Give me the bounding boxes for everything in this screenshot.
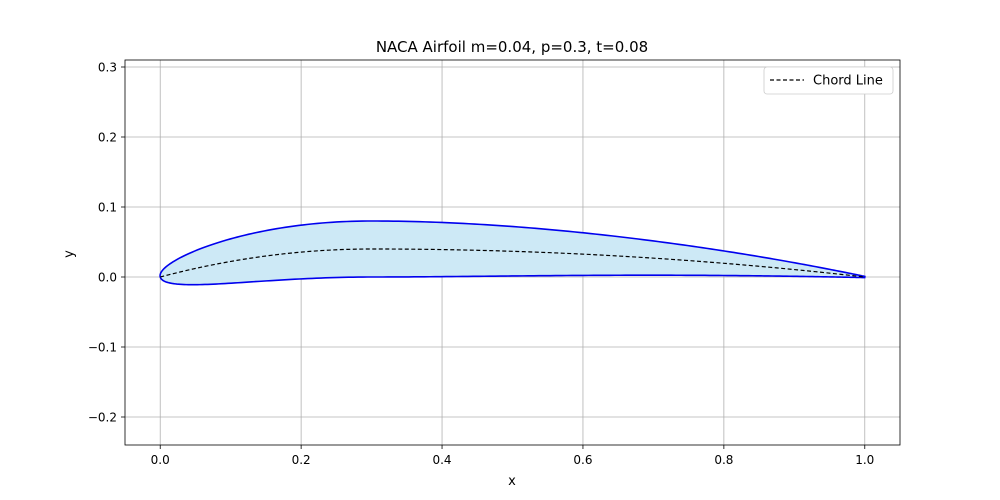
- y-tick-label: −0.1: [88, 341, 117, 355]
- y-tick-label: 0.2: [98, 131, 117, 145]
- y-tick-label: −0.2: [88, 411, 117, 425]
- legend-chord-line-label: Chord Line: [813, 74, 883, 89]
- x-tick-label: 0.6: [573, 453, 592, 467]
- x-tick-label: 0.8: [714, 453, 733, 467]
- x-tick-label: 0.4: [432, 453, 451, 467]
- y-axis-label: y: [62, 250, 77, 258]
- x-tick-label: 0.2: [292, 453, 311, 467]
- x-axis-label: x: [508, 474, 516, 489]
- x-tick-label: 0.0: [151, 453, 170, 467]
- chart-title: NACA Airfoil m=0.04, p=0.3, t=0.08: [376, 38, 648, 56]
- x-axis-ticks: 0.0 0.2 0.4 0.6 0.8 1.0: [151, 445, 874, 467]
- x-tick-label: 1.0: [855, 453, 874, 467]
- airfoil-fill: [160, 220, 865, 285]
- axes-frame: [124, 59, 901, 446]
- legend: Chord Line: [763, 66, 894, 95]
- y-axis-ticks: −0.2 −0.1 0.0 0.1 0.2 0.3: [88, 61, 125, 425]
- y-tick-label: 0.0: [98, 271, 117, 285]
- y-tick-label: 0.3: [98, 61, 117, 75]
- chord-line: [160, 248, 865, 278]
- legend-box: [763, 66, 894, 95]
- y-tick-label: 0.1: [98, 201, 117, 215]
- plot-area: [159, 220, 866, 286]
